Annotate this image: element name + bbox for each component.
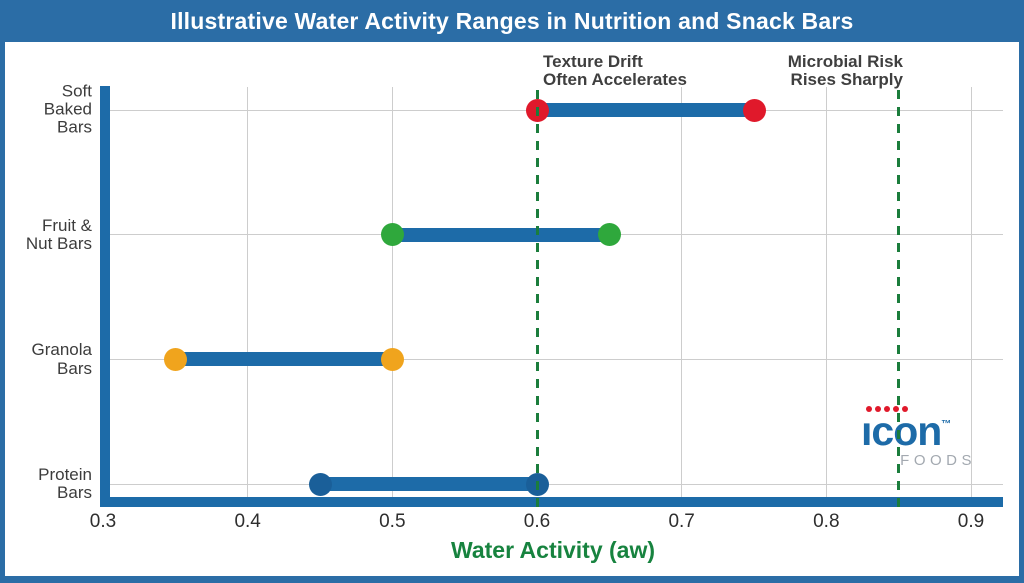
range-endpoint-dot (308, 472, 332, 496)
x-axis-title: Water Activity (aw) (450, 537, 656, 563)
category-label: Soft Baked Bars (43, 81, 92, 138)
annotation-texture-drift: Texture Drift Often Accelerates (543, 52, 687, 90)
annotation-line: Often Accelerates (543, 70, 687, 90)
threshold-dashed-line (897, 90, 901, 514)
logo-dots-icon (866, 406, 908, 412)
range-endpoint-dot (380, 347, 404, 371)
gridline-vertical (681, 87, 683, 497)
logo-brand-text: ıcon™ (861, 408, 952, 454)
category-label: Protein Bars (38, 464, 92, 502)
icon-foods-logo: ıcon™ FOODS (858, 402, 980, 469)
threshold-dashed-line (535, 90, 539, 514)
gridline-vertical (825, 87, 827, 497)
y-axis-line (100, 86, 110, 507)
range-bar (392, 227, 610, 242)
logo-sub-text: FOODS (900, 452, 976, 469)
range-endpoint-dot (163, 347, 187, 371)
logo-dot-icon (902, 406, 908, 412)
range-bar (537, 103, 754, 117)
range-endpoint-dot (380, 223, 404, 247)
annotation-line: Texture Drift (543, 52, 643, 71)
x-tick-label: 0.9 (957, 511, 985, 532)
range-endpoint-dot (597, 223, 621, 247)
logo-dot-icon (875, 406, 881, 412)
frame-border-bottom (0, 576, 1024, 583)
gridline-horizontal (110, 483, 1003, 485)
range-bar (175, 352, 393, 367)
x-tick-label: 0.6 (523, 511, 551, 532)
logo-dot-icon (893, 406, 899, 412)
x-tick-label: 0.5 (379, 511, 406, 532)
logo-dot-icon (866, 406, 872, 412)
x-tick-label: 0.4 (234, 511, 261, 532)
annotation-microbial-risk: Microbial Risk Rises Sharply (787, 52, 903, 90)
gridline-vertical (247, 87, 249, 497)
gridline-vertical (970, 87, 972, 497)
range-endpoint-dot (742, 98, 766, 122)
x-tick-label: 0.8 (813, 511, 840, 532)
chart-title: Illustrative Water Activity Ranges in Nu… (170, 7, 854, 34)
title-banner: Illustrative Water Activity Ranges in Nu… (0, 0, 1024, 42)
x-tick-label: 0.7 (668, 511, 695, 532)
category-label: Granola Bars (31, 340, 92, 378)
x-axis-line (100, 497, 1003, 507)
annotation-line: Rises Sharply (790, 70, 903, 90)
gridline-horizontal (110, 358, 1003, 360)
range-bar (320, 477, 537, 491)
category-label: Fruit & Nut Bars (25, 215, 92, 253)
gridline-vertical (391, 87, 393, 497)
x-tick-label: 0.3 (89, 511, 117, 532)
frame-border-left (0, 0, 5, 583)
trademark-symbol: ™ (941, 419, 952, 430)
annotation-line: Microbial Risk (787, 52, 903, 71)
frame-border-right (1019, 0, 1024, 583)
logo-dot-icon (884, 406, 890, 412)
